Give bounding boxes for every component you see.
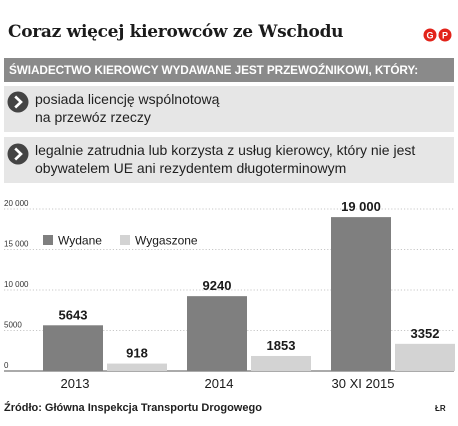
legend-swatch: [120, 235, 130, 245]
arrow-right-circle-icon: [7, 91, 29, 113]
legend-swatch: [43, 235, 53, 245]
bar-wydane: [187, 296, 247, 371]
criterion-2-line-1: legalnie zatrudnia lub korzysta z usług …: [35, 142, 416, 158]
criterion-1-line-2: na przewóz rzeczy: [35, 109, 151, 125]
data-label: 19 000: [341, 199, 381, 214]
logo-letter-g: G: [426, 31, 433, 41]
logo-letter-p: P: [442, 31, 448, 41]
data-label: 918: [126, 346, 148, 361]
arrow-right-circle-icon: [7, 143, 29, 165]
bar-wygaszone: [107, 363, 167, 371]
x-category-label: 2013: [61, 376, 90, 391]
page-title: Coraz więcej kierowców ze Wschodu: [8, 22, 344, 42]
logo-circle-left: [423, 28, 437, 42]
bar-wydane: [331, 217, 391, 371]
criterion-2-text: legalnie zatrudnia lub korzysta z usług …: [35, 141, 415, 177]
logo-circle-right: [438, 28, 452, 42]
data-label: 3352: [411, 326, 440, 341]
criterion-1: posiada licencję wspólnotową na przewóz …: [4, 86, 454, 132]
bar-chart: 0 5000 10 000 15 000 20 000 5643 918 2013 9240 18…: [4, 199, 455, 391]
data-label: 5643: [59, 307, 88, 322]
bar-wygaszone: [251, 355, 311, 371]
y-tick-label: 5000: [4, 321, 22, 330]
author-signature: ŁR: [435, 404, 446, 413]
bar-wygaszone: [395, 343, 455, 371]
y-tick-label: 0: [4, 361, 9, 370]
bar-wydane: [43, 325, 103, 371]
criterion-2-line-2: obywatelem UE ani rezydentem długotermin…: [35, 160, 347, 176]
criterion-1-line-1: posiada licencję wspólnotową: [35, 91, 220, 107]
y-tick-label: 20 000: [4, 199, 29, 208]
x-category-label: 30 XI 2015: [332, 376, 395, 391]
legend-label: Wydane: [58, 234, 102, 248]
criteria-banner: ŚWIADECTWO KIEROWCY WYDAWANE JEST PRZEWO…: [4, 58, 454, 82]
y-tick-label: 10 000: [4, 280, 29, 289]
data-label: 9240: [203, 278, 232, 293]
x-category-label: 2014: [205, 376, 234, 391]
legend-label: Wygaszone: [135, 234, 198, 248]
criterion-1-text: posiada licencję wspólnotową na przewóz …: [35, 90, 219, 126]
criterion-2: legalnie zatrudnia lub korzysta z usług …: [4, 137, 454, 183]
source-note: Źródło: Główna Inspekcja Transportu Drog…: [4, 402, 262, 414]
gp-logo: G P: [423, 28, 452, 42]
y-tick-label: 15 000: [4, 240, 29, 249]
data-label: 1853: [267, 338, 296, 353]
